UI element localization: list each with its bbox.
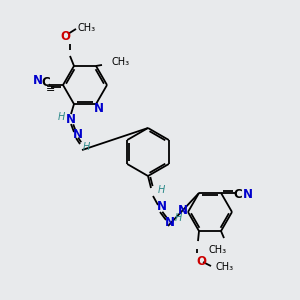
- Text: N: N: [33, 74, 43, 88]
- Text: O: O: [60, 30, 70, 44]
- Text: C: C: [234, 188, 242, 201]
- Text: CH₃: CH₃: [112, 57, 130, 67]
- Text: N: N: [66, 112, 76, 126]
- Text: H: H: [157, 185, 165, 195]
- Text: N: N: [73, 128, 83, 141]
- Text: C: C: [42, 76, 50, 89]
- Text: N: N: [165, 215, 175, 229]
- Text: N: N: [178, 203, 188, 217]
- Text: N: N: [94, 102, 104, 115]
- Text: H: H: [57, 112, 65, 122]
- Text: CH₃: CH₃: [209, 245, 227, 255]
- Text: O: O: [196, 255, 206, 268]
- Text: N: N: [243, 188, 253, 201]
- Text: H: H: [82, 142, 90, 152]
- Text: CH₃: CH₃: [78, 23, 96, 33]
- Text: ≡: ≡: [46, 84, 56, 94]
- Text: N: N: [157, 200, 167, 214]
- Text: H: H: [174, 213, 182, 223]
- Text: CH₃: CH₃: [215, 262, 233, 272]
